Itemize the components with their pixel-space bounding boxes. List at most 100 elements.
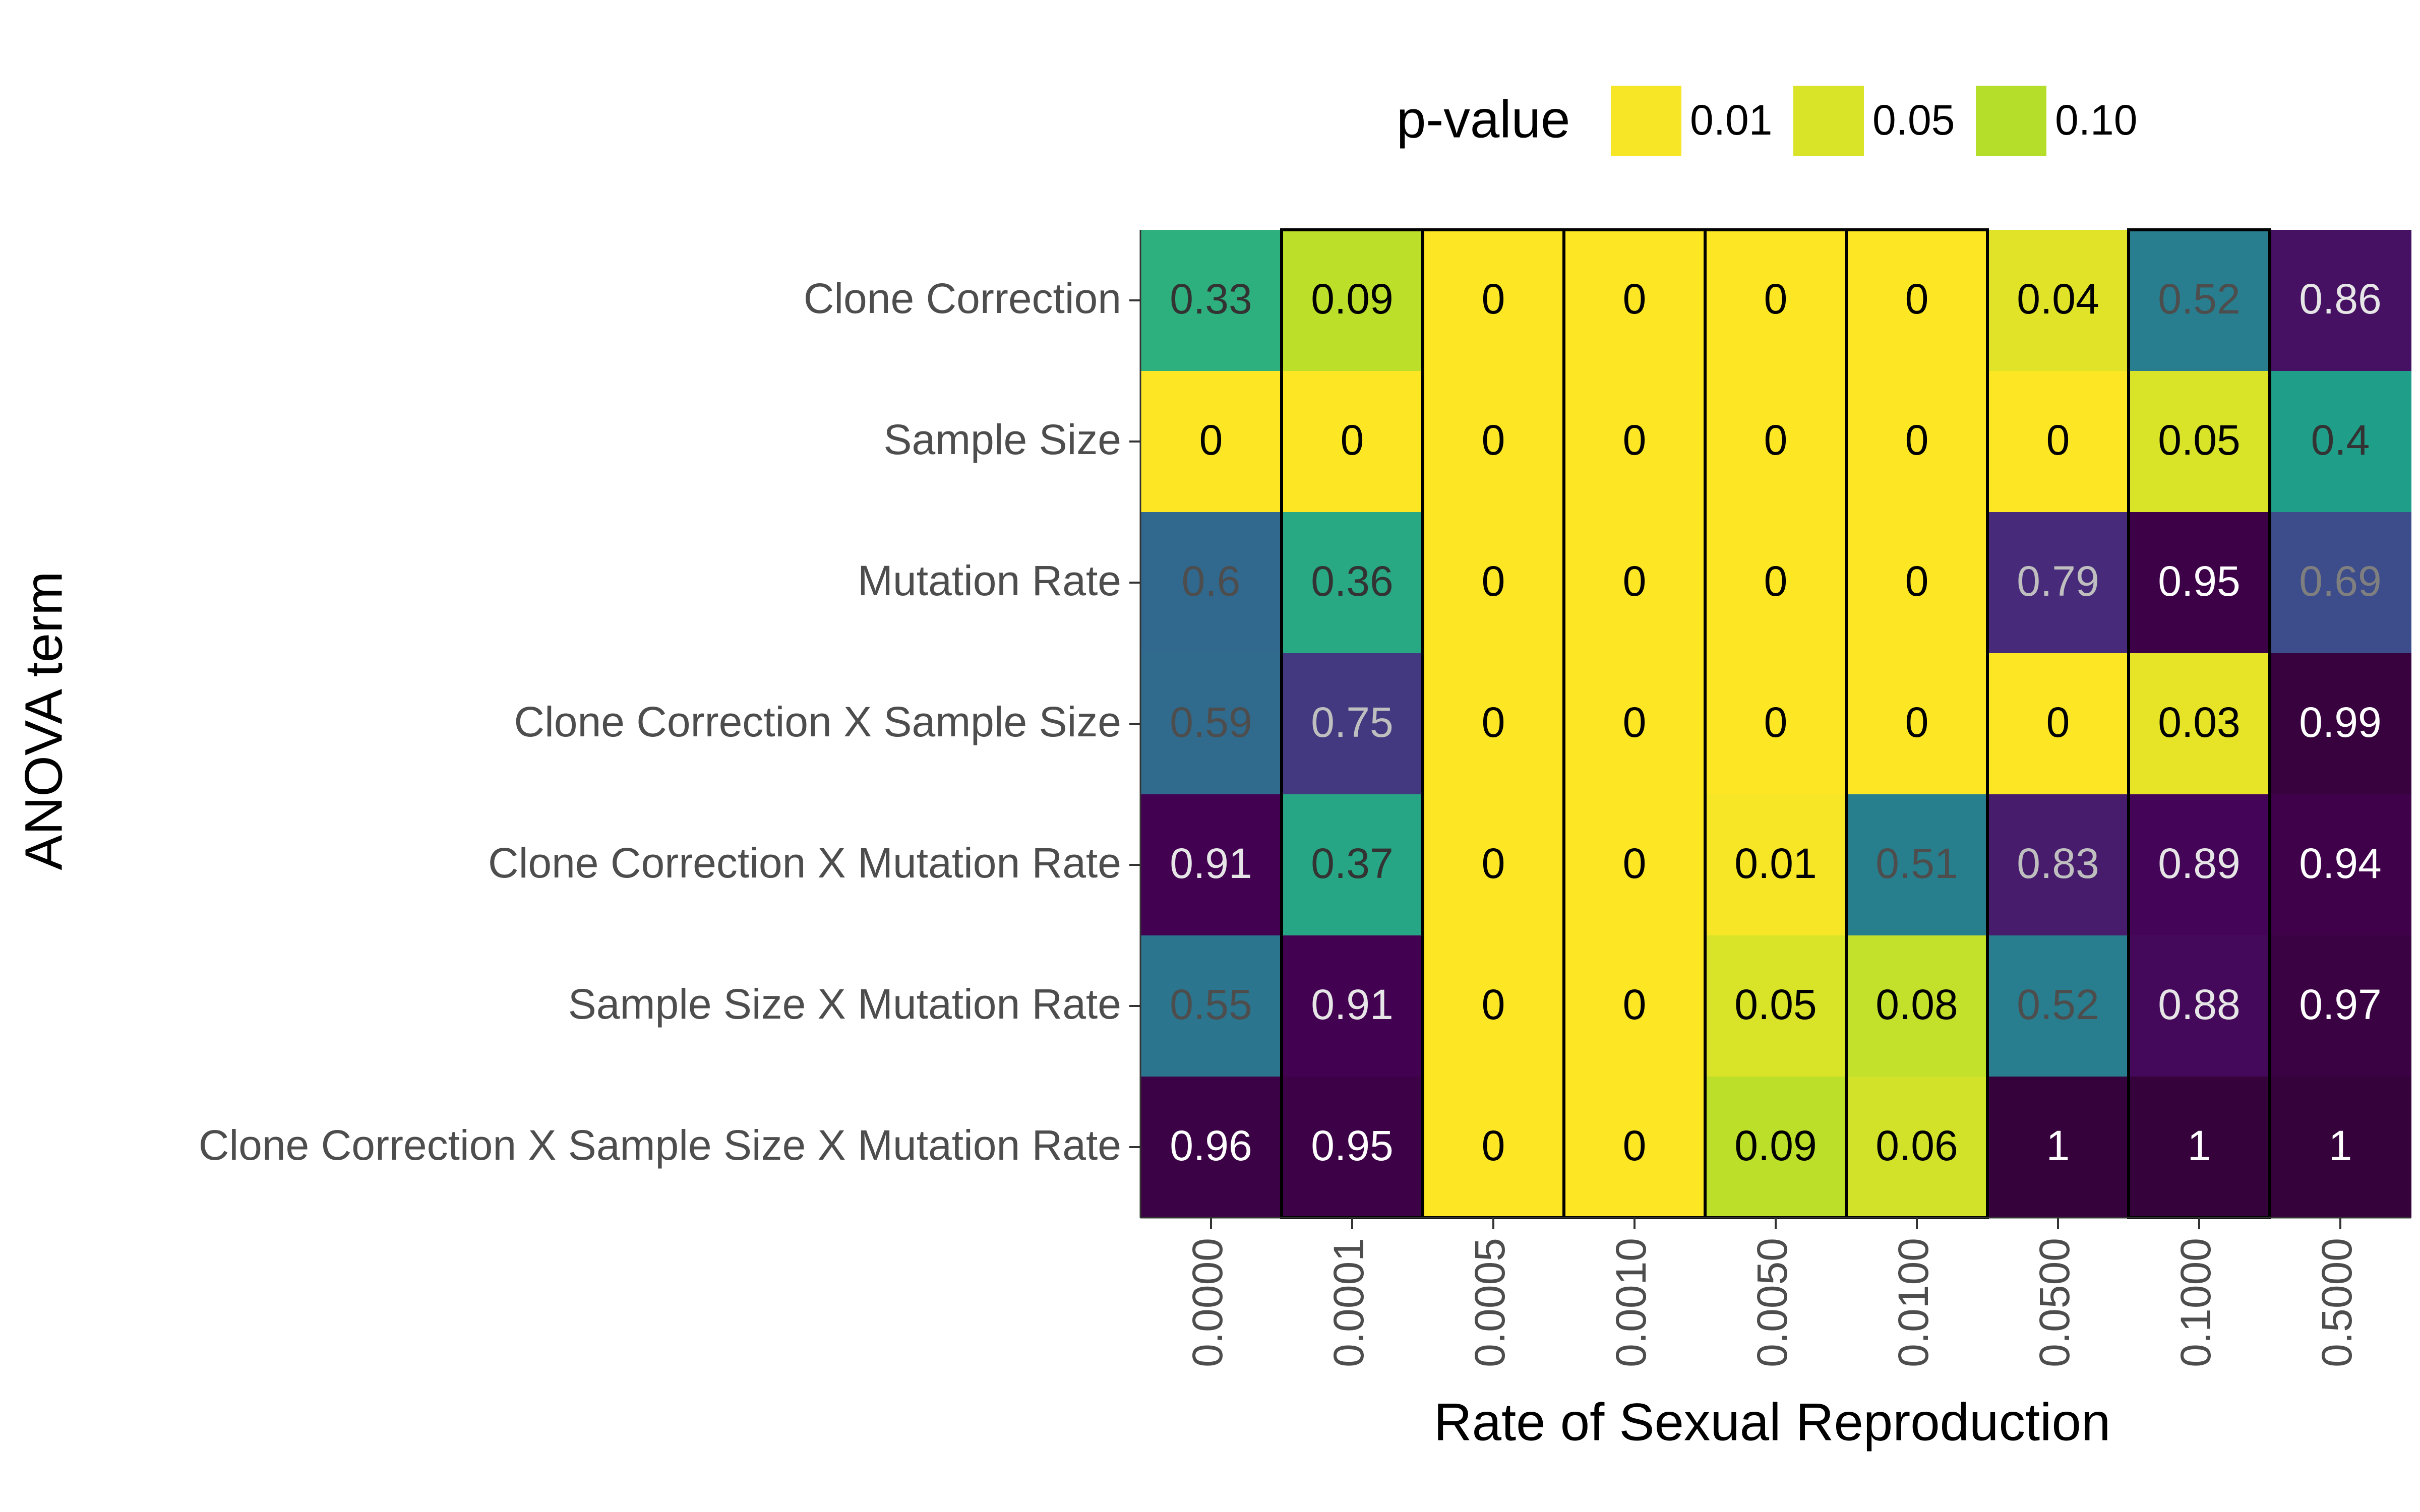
legend-title: p-value bbox=[1397, 90, 1570, 149]
heatmap-cell bbox=[1987, 653, 2129, 795]
cell-label: 0 bbox=[1764, 557, 1788, 605]
heatmap-cell bbox=[1705, 794, 1847, 936]
heatmap-cell bbox=[1282, 230, 1423, 371]
cell-label: 0.95 bbox=[1311, 1122, 1394, 1169]
cell-label: 0.03 bbox=[2158, 699, 2241, 746]
heatmap-cell bbox=[2129, 512, 2270, 654]
cell-label: 0.09 bbox=[1311, 275, 1394, 323]
cell-label: 0.51 bbox=[1876, 840, 1958, 887]
legend-key bbox=[1611, 86, 1681, 156]
cell-label: 0.05 bbox=[1734, 981, 1817, 1028]
cell-label: 0 bbox=[1905, 557, 1929, 605]
heatmap-cell bbox=[1423, 512, 1564, 654]
heatmap-cell bbox=[2129, 1077, 2270, 1218]
legend-label: 0.05 bbox=[1872, 96, 1955, 144]
cell-label: 0 bbox=[1905, 416, 1929, 464]
y-tick-label: Clone Correction X Sample Size X Mutatio… bbox=[199, 1121, 1121, 1169]
cell-label: 0 bbox=[1482, 557, 1505, 605]
heatmap-cell bbox=[1564, 935, 1706, 1077]
x-tick-label: 0.0500 bbox=[2031, 1238, 2078, 1367]
cell-label: 0.89 bbox=[2158, 840, 2241, 887]
heatmap-cell bbox=[1987, 794, 2129, 936]
heatmap-cell bbox=[1282, 371, 1423, 513]
heatmap-cell bbox=[1282, 935, 1423, 1077]
cell-label: 0.37 bbox=[1311, 840, 1394, 887]
cell-label: 0 bbox=[1764, 699, 1788, 746]
cell-label: 0 bbox=[1623, 557, 1647, 605]
cell-label: 1 bbox=[2188, 1122, 2211, 1169]
x-tick-label: 0.0000 bbox=[1184, 1238, 1231, 1367]
cell-label: 0.01 bbox=[1734, 840, 1817, 887]
legend-key bbox=[1793, 86, 1864, 156]
heatmap-cell bbox=[1423, 653, 1564, 795]
heatmap-cell bbox=[1987, 1077, 2129, 1218]
x-tick-label: 0.0005 bbox=[1466, 1238, 1514, 1367]
heatmap-cell bbox=[2129, 230, 2270, 371]
heatmap-cell bbox=[1846, 512, 1988, 654]
cell-label: 0.94 bbox=[2299, 840, 2382, 887]
cell-label: 0.33 bbox=[1170, 275, 1252, 323]
cell-label: 0 bbox=[1482, 1122, 1505, 1169]
cell-label: 0.99 bbox=[2299, 699, 2382, 746]
heatmap-cell bbox=[2129, 371, 2270, 513]
heatmap-cell bbox=[1423, 935, 1564, 1077]
x-tick-label: 0.5000 bbox=[2313, 1238, 2361, 1367]
cell-label: 0.04 bbox=[2017, 275, 2099, 323]
heatmap-cells bbox=[1140, 230, 2411, 1218]
legend-key bbox=[1976, 86, 2046, 156]
cell-label: 0.59 bbox=[1170, 699, 1252, 746]
heatmap-cell bbox=[1423, 794, 1564, 936]
heatmap-cell bbox=[2270, 371, 2411, 513]
x-tick-label: 0.1000 bbox=[2172, 1238, 2219, 1367]
cell-label: 0.96 bbox=[1170, 1122, 1252, 1169]
legend-label: 0.10 bbox=[2055, 96, 2138, 144]
heatmap-cell bbox=[1423, 230, 1564, 371]
cell-label: 0.79 bbox=[2017, 557, 2099, 605]
cell-label: 0.69 bbox=[2299, 557, 2382, 605]
cell-label: 0 bbox=[1199, 416, 1223, 464]
heatmap-cell bbox=[1705, 371, 1847, 513]
heatmap-cell bbox=[1564, 371, 1706, 513]
cell-label: 0.08 bbox=[1876, 981, 1958, 1028]
cell-label: 0.36 bbox=[1311, 557, 1394, 605]
heatmap-cell bbox=[2270, 935, 2411, 1077]
y-tick-label: Clone Correction X Mutation Rate bbox=[488, 839, 1121, 887]
cell-label: 0.75 bbox=[1311, 699, 1394, 746]
cell-label: 0.4 bbox=[2311, 416, 2370, 464]
x-tick-label: 0.0001 bbox=[1325, 1238, 1372, 1367]
y-tick-label: Mutation Rate bbox=[858, 557, 1121, 604]
heatmap-cell bbox=[1140, 794, 1282, 936]
x-axis-title: Rate of Sexual Reproduction bbox=[1434, 1393, 2111, 1452]
cell-label: 0 bbox=[1905, 699, 1929, 746]
heatmap-cell bbox=[1282, 794, 1423, 936]
cell-label: 0.86 bbox=[2299, 275, 2382, 323]
cell-label: 0 bbox=[1482, 840, 1505, 887]
cell-label: 0 bbox=[1623, 416, 1647, 464]
cell-label: 0 bbox=[2046, 699, 2070, 746]
heatmap-cell bbox=[1282, 1077, 1423, 1218]
cell-labels: 0.33 0.09 0 0 0 0 0.04 0.52 0.86 0 0 0 0 0 0 0 0.05 0.4 0.… bbox=[1170, 275, 2382, 1169]
cell-label: 0.6 bbox=[1182, 557, 1241, 605]
cell-label: 0.91 bbox=[1311, 981, 1394, 1028]
heatmap-cell bbox=[1140, 653, 1282, 795]
heatmap-cell bbox=[1564, 512, 1706, 654]
cell-label: 0.52 bbox=[2017, 981, 2099, 1028]
cell-label: 0 bbox=[1764, 416, 1788, 464]
heatmap-cell bbox=[2129, 794, 2270, 936]
cell-label: 0.97 bbox=[2299, 981, 2382, 1028]
cell-label: 0 bbox=[1623, 699, 1647, 746]
legend-label: 0.01 bbox=[1690, 96, 1773, 144]
y-tick-label: Clone Correction bbox=[804, 275, 1121, 322]
heatmap-cell bbox=[1282, 512, 1423, 654]
heatmap-cell bbox=[1705, 935, 1847, 1077]
heatmap-cell bbox=[1423, 371, 1564, 513]
cell-label: 1 bbox=[2046, 1122, 2070, 1169]
heatmap-cell bbox=[1564, 653, 1706, 795]
heatmap-cell bbox=[2270, 230, 2411, 371]
heatmap-cell bbox=[1564, 230, 1706, 371]
x-axis: 0.0000 0.0001 0.0005 0.0010 0.0050 0.0100 0.05… bbox=[1140, 1217, 2411, 1367]
heatmap-cell bbox=[2270, 653, 2411, 795]
heatmap-cell bbox=[2270, 512, 2411, 654]
heatmap-cell bbox=[2129, 653, 2270, 795]
y-tick-label: Clone Correction X Sample Size bbox=[514, 698, 1121, 745]
